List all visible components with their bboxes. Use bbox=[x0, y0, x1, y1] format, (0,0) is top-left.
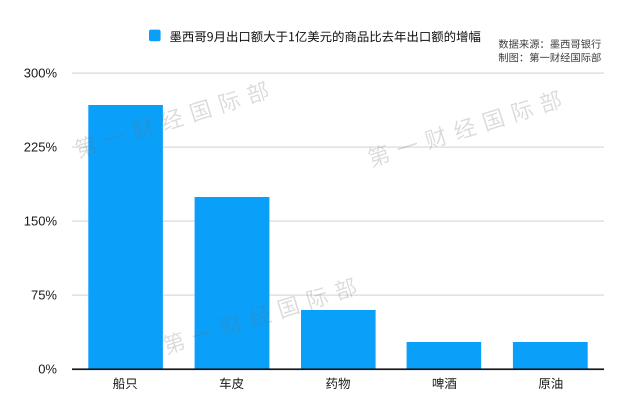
svg-text:75%: 75% bbox=[31, 287, 57, 302]
svg-text:225%: 225% bbox=[24, 139, 58, 154]
svg-text:150%: 150% bbox=[24, 213, 58, 228]
svg-text:300%: 300% bbox=[24, 65, 58, 80]
svg-text:0%: 0% bbox=[38, 361, 57, 376]
